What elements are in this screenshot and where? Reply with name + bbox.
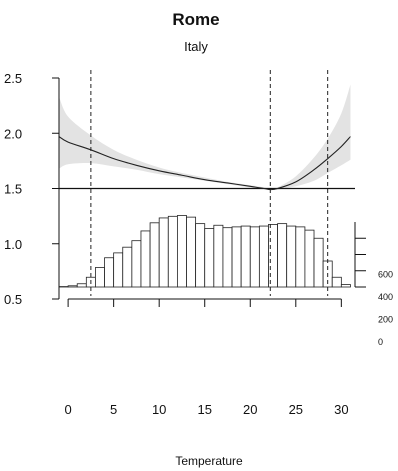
histogram-bar — [213, 224, 224, 288]
histogram-bar — [295, 226, 306, 288]
histogram-bar — [67, 285, 78, 288]
count-tick-label: 400 — [378, 292, 393, 302]
histogram-bar — [249, 226, 260, 288]
confidence-band — [59, 84, 351, 190]
y-tick-label: 1.5 — [4, 182, 22, 197]
histogram-bar — [240, 225, 251, 288]
histogram-bar — [122, 246, 133, 288]
count-tick-label: 600 — [378, 270, 393, 280]
x-tick-label: 10 — [152, 402, 166, 417]
histogram-bar — [158, 217, 169, 288]
count-tick-label: 200 — [378, 315, 393, 325]
x-tick-label: 15 — [197, 402, 211, 417]
x-tick-label: 25 — [289, 402, 303, 417]
y-tick-label: 1.0 — [4, 237, 22, 252]
count-tick-label: 0 — [378, 337, 383, 347]
histogram-bar — [186, 216, 197, 288]
histogram-bar — [167, 215, 178, 288]
histogram-bar — [222, 227, 233, 288]
chart-subtitle: Italy — [184, 39, 208, 54]
histogram — [58, 215, 351, 288]
x-tick-label: 20 — [243, 402, 257, 417]
x-tick-label: 30 — [334, 402, 348, 417]
y-tick-label: 0.5 — [4, 292, 22, 307]
x-tick-label: 5 — [110, 402, 117, 417]
histogram-bar — [95, 267, 105, 288]
histogram-bar — [131, 240, 142, 288]
histogram-bar — [258, 225, 269, 288]
histogram-bar — [113, 252, 124, 288]
y-tick-label: 2.5 — [4, 71, 22, 86]
histogram-bar — [76, 283, 87, 288]
histogram-bar — [313, 237, 324, 288]
histogram-bar — [331, 276, 342, 288]
histogram-bar — [176, 215, 187, 288]
x-tick-label: 0 — [64, 402, 71, 417]
histogram-bar — [340, 284, 351, 288]
histogram-bar — [286, 225, 297, 288]
chart-title: Rome — [172, 10, 219, 29]
confidence-band-area — [59, 84, 351, 190]
curve-layer — [58, 70, 355, 296]
y-tick-label: 2.0 — [4, 126, 22, 141]
exposure-response-curve — [58, 136, 351, 191]
histogram-bar — [277, 223, 288, 288]
axes: 0.5 1.0 1.5 2.0 2.5 0 200 400 600 0 5 10 15 20 25 30 — [4, 71, 393, 417]
histogram-bar — [104, 257, 115, 288]
histogram-bar — [304, 229, 315, 288]
histogram-bar — [204, 228, 215, 288]
histogram-bar — [231, 226, 242, 288]
histogram-bar — [149, 222, 160, 288]
histogram-bar — [140, 230, 151, 288]
x-axis-label: Temperature — [175, 454, 243, 468]
histogram-bar — [195, 223, 206, 288]
